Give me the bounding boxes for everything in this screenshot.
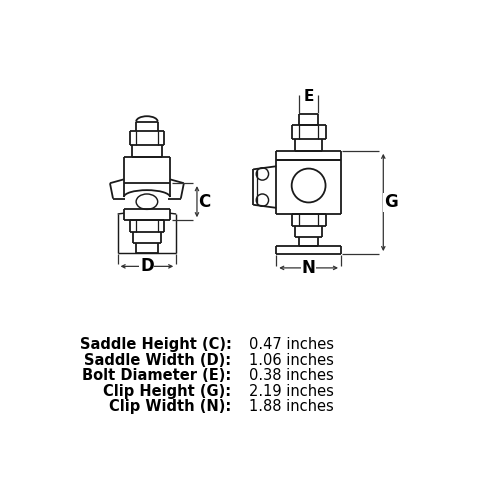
- Text: Saddle Width (D):: Saddle Width (D):: [84, 353, 232, 368]
- Text: 0.38 inches: 0.38 inches: [248, 368, 334, 383]
- Text: Clip Height (G):: Clip Height (G):: [104, 384, 232, 398]
- Text: 0.47 inches: 0.47 inches: [248, 338, 334, 352]
- Text: 1.88 inches: 1.88 inches: [248, 399, 334, 414]
- Text: 2.19 inches: 2.19 inches: [248, 384, 334, 398]
- Text: 1.06 inches: 1.06 inches: [248, 353, 334, 368]
- Text: Saddle Height (C):: Saddle Height (C):: [80, 338, 232, 352]
- Text: Bolt Diameter (E):: Bolt Diameter (E):: [82, 368, 232, 383]
- Text: C: C: [198, 192, 211, 210]
- Text: N: N: [302, 259, 316, 277]
- Text: G: G: [384, 194, 398, 212]
- Text: E: E: [304, 90, 314, 104]
- Text: Clip Width (N):: Clip Width (N):: [110, 399, 232, 414]
- Text: D: D: [140, 258, 154, 276]
